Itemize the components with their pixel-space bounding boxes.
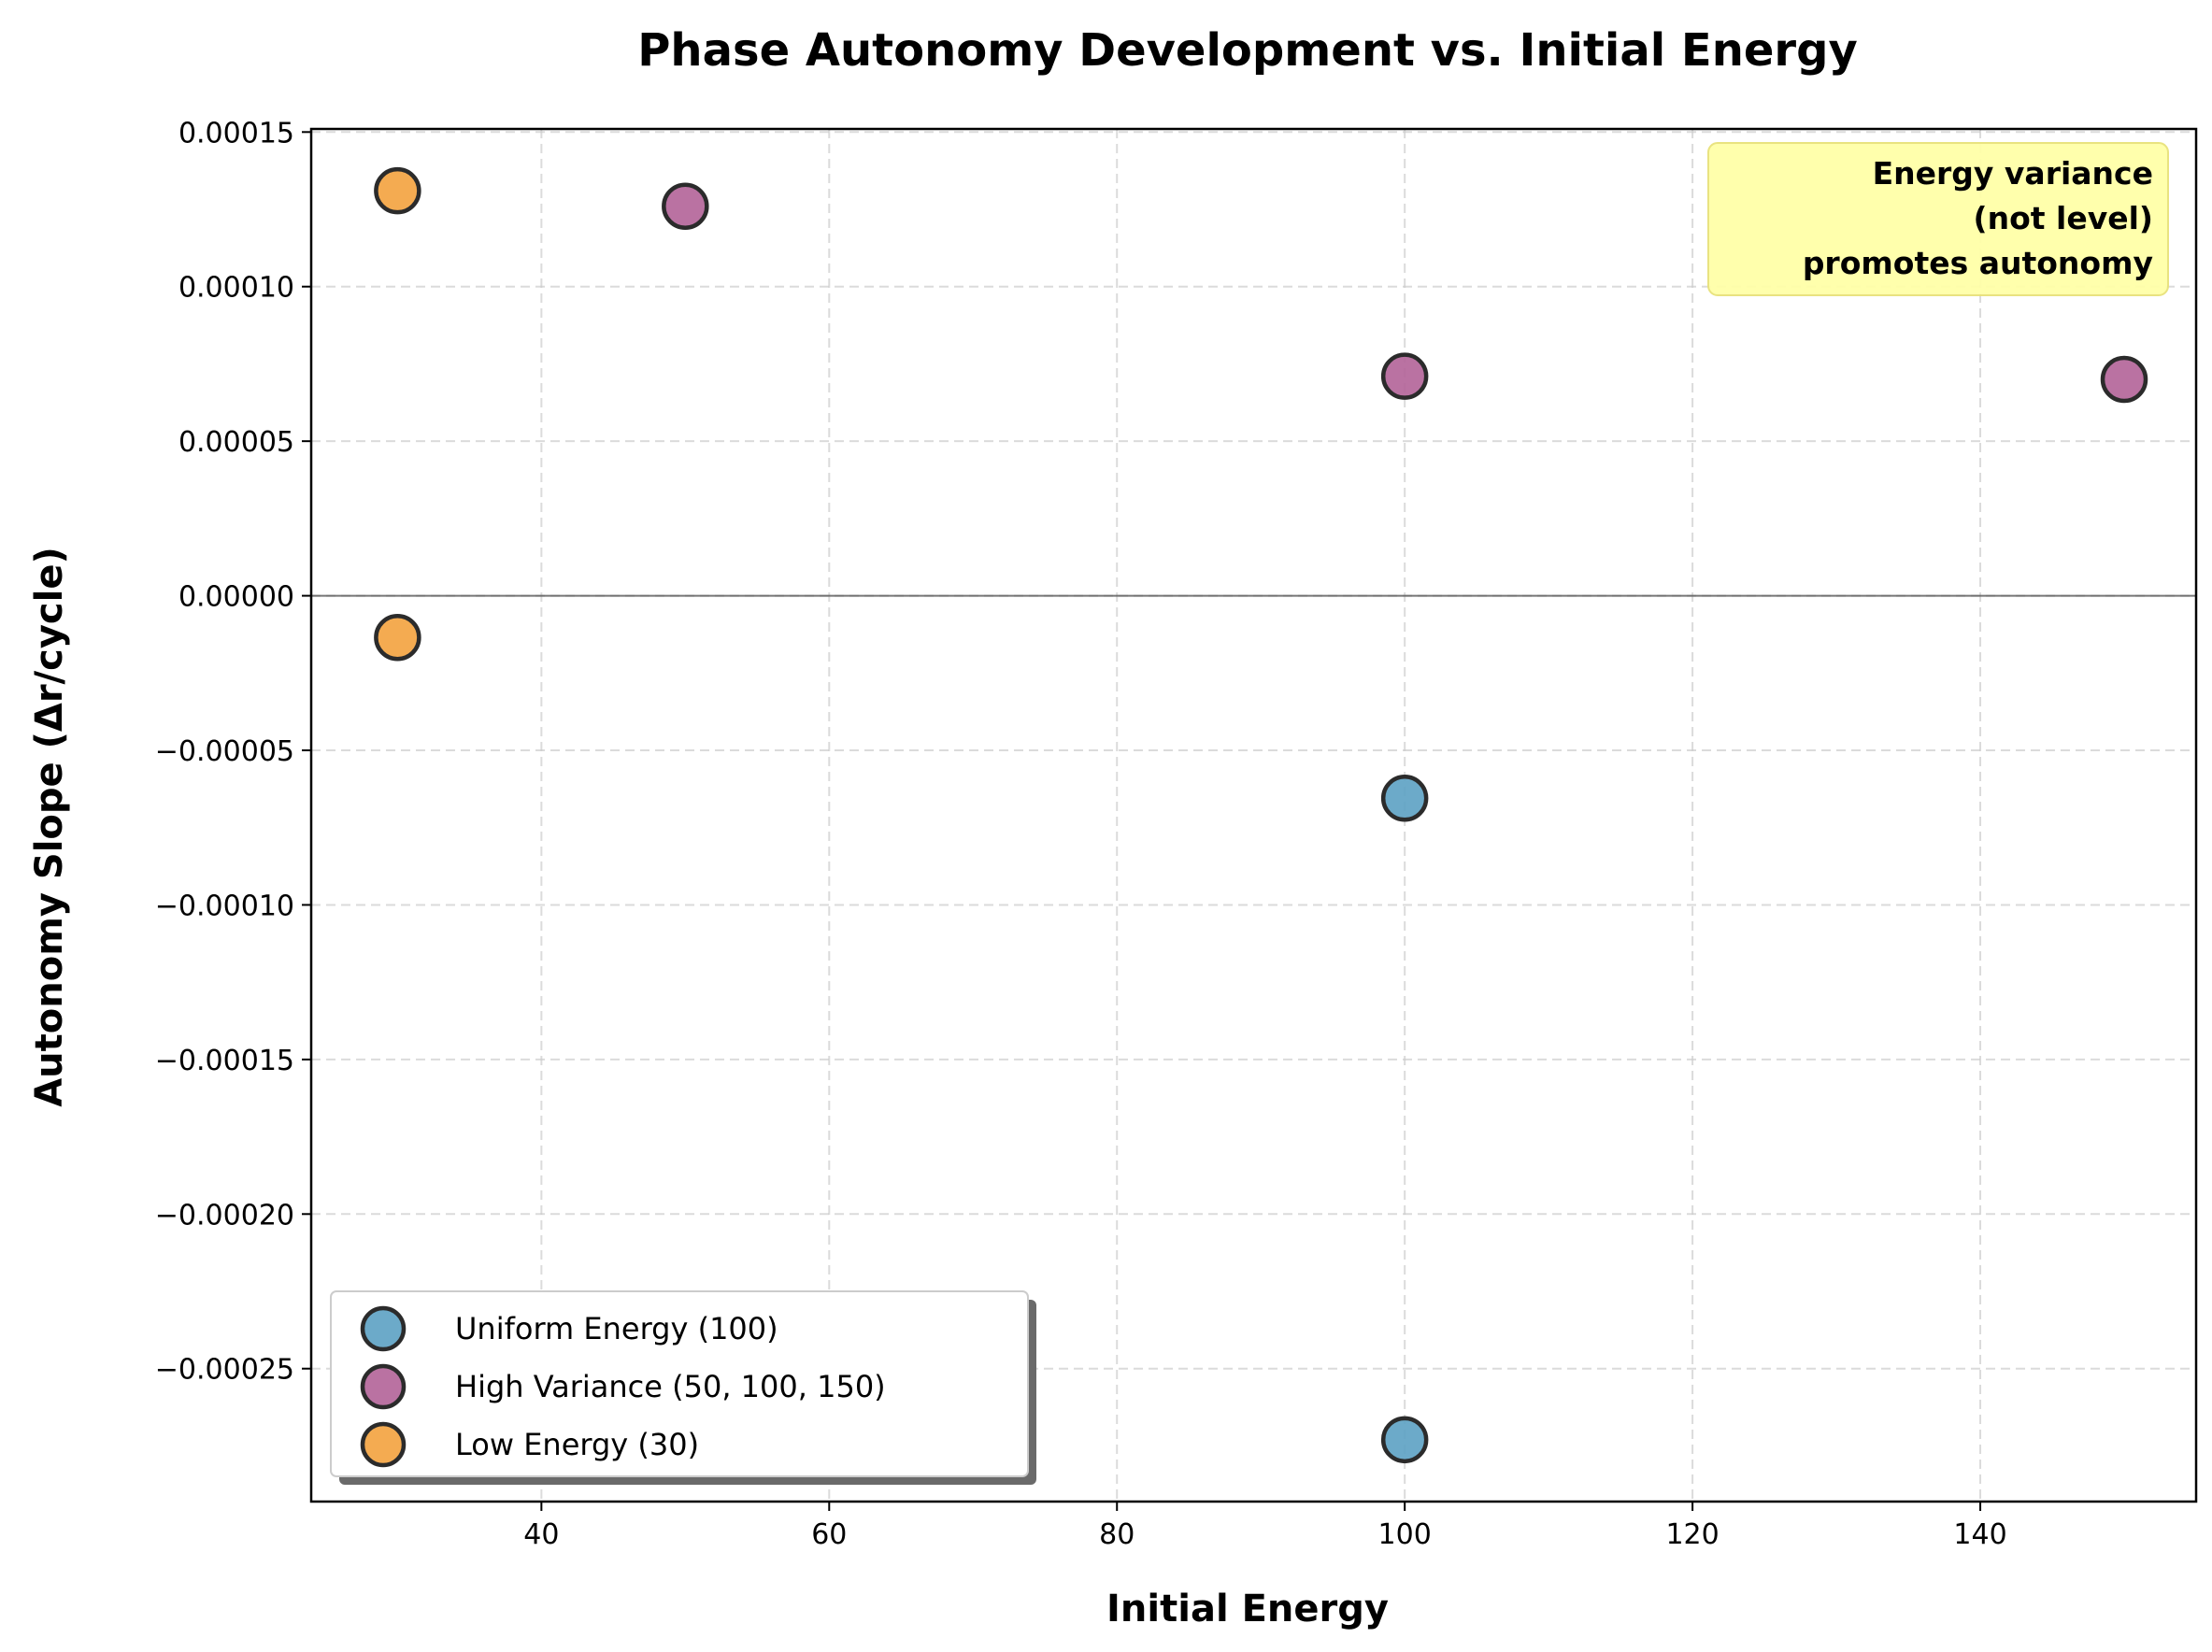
data-point [2100, 355, 2148, 404]
data-point [1380, 775, 1429, 822]
y-tick-label: −0.00020 [155, 1199, 294, 1232]
x-axis-label: Initial Energy [1106, 1588, 1389, 1631]
legend-marker [360, 1421, 407, 1468]
y-tick-label: −0.00025 [155, 1354, 294, 1387]
x-tick-label: 100 [1378, 1518, 1432, 1551]
legend-label: High Variance (50, 100, 150) [455, 1369, 886, 1404]
plot-area-frame [309, 127, 2198, 1503]
legend: Uniform Energy (100) High Variance (50, 1… [330, 1290, 1036, 1485]
legend-frame [330, 1290, 1029, 1477]
legend-label: Uniform Energy (100) [455, 1311, 778, 1346]
x-tick-label: 120 [1665, 1518, 1719, 1551]
x-tick-label: 140 [1953, 1518, 2006, 1551]
y-tick-label: −0.00010 [155, 890, 294, 922]
annotation-text-line: (not level) [1974, 200, 2154, 236]
axis-ticks: 40 60 80 100 120 140 0.00015 0.00010 0.00005 0.00… [155, 117, 2007, 1551]
legend-marker [360, 1363, 407, 1410]
y-tick-label: 0.00000 [178, 581, 294, 614]
annotation-background [1707, 142, 2169, 296]
chart-title: Phase Autonomy Development vs. Initial E… [637, 24, 1858, 77]
annotation-text-line: Energy variance [1873, 155, 2153, 192]
data-point [374, 166, 421, 215]
annotation-box: Energy variance (not level) promotes auton… [1707, 142, 2169, 296]
x-tick-label: 40 [523, 1518, 559, 1551]
x-tick-label: 60 [811, 1518, 847, 1551]
y-tick-label: 0.00015 [178, 117, 294, 150]
annotation-text-line: promotes autonomy [1803, 245, 2153, 281]
y-tick-label: 0.00005 [178, 426, 294, 459]
y-tick-label: −0.00015 [155, 1045, 294, 1077]
data-point [374, 614, 421, 662]
legend-marker [360, 1305, 407, 1352]
x-tick-label: 80 [1099, 1518, 1135, 1551]
y-tick-label: 0.00010 [178, 272, 294, 305]
data-point [1380, 1416, 1429, 1464]
data-point [1380, 352, 1429, 400]
data-points [374, 166, 2148, 1464]
y-tick-label: −0.00005 [155, 735, 294, 768]
legend-label: Low Energy (30) [455, 1427, 699, 1462]
y-axis-label: Autonomy Slope (Δr/cycle) [28, 547, 71, 1107]
data-point [662, 182, 709, 230]
